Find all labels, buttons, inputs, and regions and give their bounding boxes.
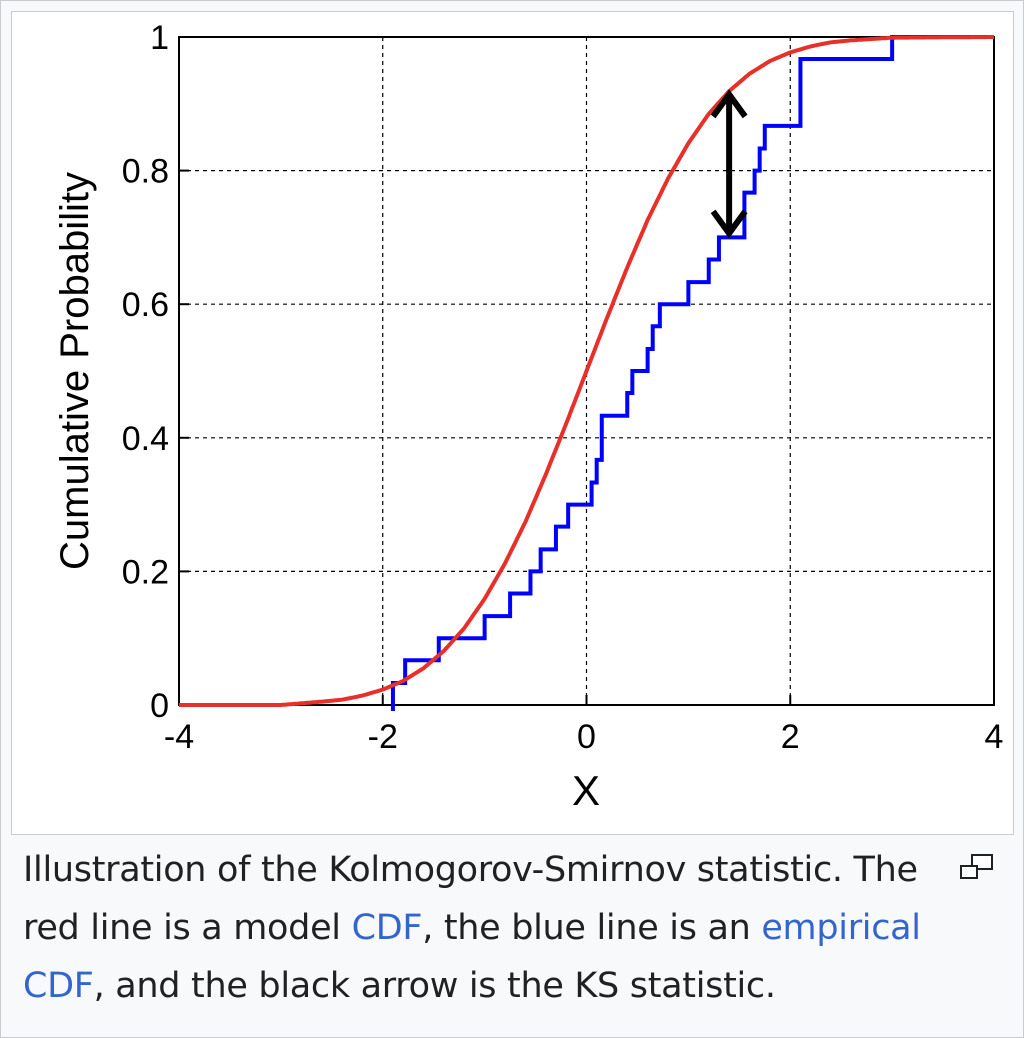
x-tick-label: 4 (985, 718, 1004, 756)
x-axis-label: X (572, 767, 600, 814)
y-tick-label: 0.4 (122, 420, 169, 458)
y-tick-label: 0.8 (122, 153, 169, 191)
y-tick-label: 0.6 (122, 286, 169, 324)
y-tick-label: 0 (150, 687, 169, 725)
ks-arrow-head-top (710, 89, 748, 119)
y-tick-label: 0.2 (122, 553, 169, 591)
model-cdf-line (179, 35, 994, 707)
caption-text-2: , the blue line is an (422, 908, 762, 948)
x-tick-label: -4 (164, 718, 194, 756)
figure-image[interactable]: -4 -2 0 2 4 0 0.2 0.4 0.6 0.8 1 Cumulative Probabi… (11, 11, 1014, 835)
figure-caption: Illustration of the Kolmogorov-Smirnov s… (23, 841, 943, 1015)
ks-statistic-chart: -4 -2 0 2 4 0 0.2 0.4 0.6 0.8 1 Cumulative Probabi… (53, 19, 1004, 814)
caption-text-1: Illustration of the Kolmogorov-Smirnov s… (23, 850, 918, 948)
cdf-link[interactable]: CDF (351, 908, 423, 948)
enlarge-icon[interactable] (959, 853, 995, 883)
x-tick-label: 0 (577, 718, 596, 756)
y-axis-label: Cumulative Probability (53, 172, 97, 570)
caption-text-3: , and the black arrow is the KS statisti… (93, 966, 776, 1006)
empirical-cdf-link[interactable]: empirical CDF (23, 908, 921, 1006)
y-tick-label: 1 (150, 19, 169, 57)
empirical-cdf-line (390, 35, 994, 711)
ks-arrow-head-bottom (710, 209, 748, 239)
x-tick-label: 2 (781, 718, 800, 756)
x-tick-label: -2 (368, 718, 398, 756)
